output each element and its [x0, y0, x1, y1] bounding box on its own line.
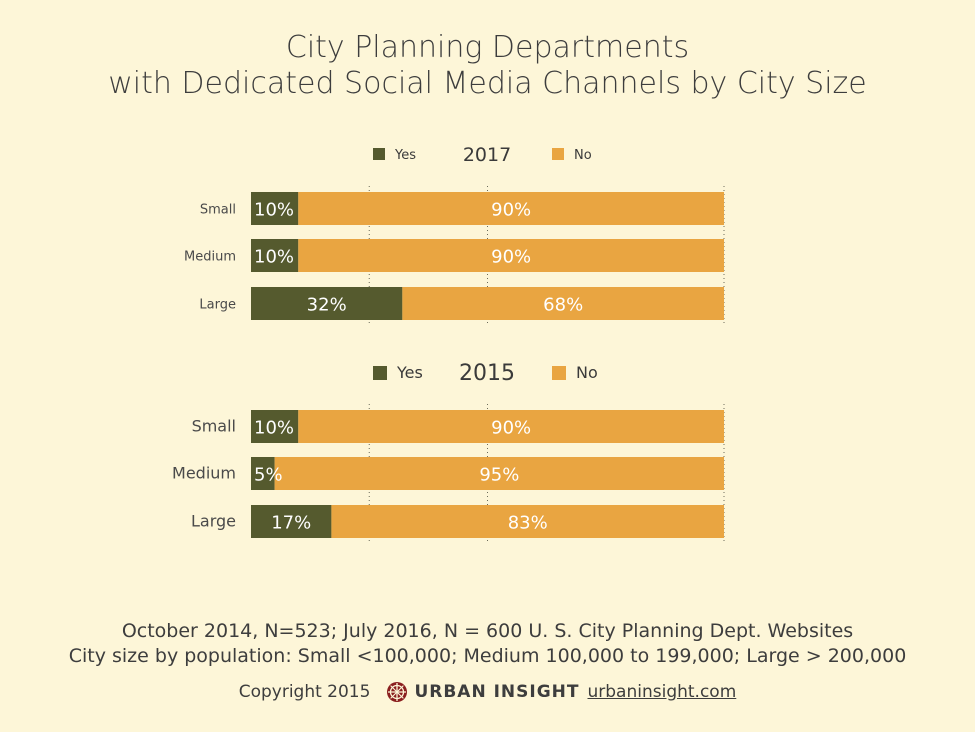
data-label-yes: 5%: [254, 465, 283, 486]
chart-title-line-1: City Planning Departments: [285, 30, 690, 65]
data-label-yes: 17%: [271, 513, 311, 534]
data-label-yes: 10%: [254, 200, 294, 221]
data-label-yes: 32%: [307, 295, 347, 316]
legend-label-yes: Yes: [394, 148, 416, 163]
data-label-no: 90%: [491, 418, 531, 439]
bar-yes: [251, 287, 403, 320]
legend-label-no: No: [576, 363, 598, 382]
legend-label-yes: Yes: [396, 363, 423, 382]
category-label: Medium: [184, 250, 236, 265]
brand-name: URBAN INSIGHT: [414, 682, 580, 702]
bar-no: [298, 239, 724, 272]
data-label-no: 83%: [508, 513, 548, 534]
copyright-row: Copyright 2015 URBAN INSIGHT urbaninsigh…: [0, 679, 975, 705]
brand-link[interactable]: urbaninsight.com: [587, 682, 737, 702]
legend-swatch-no: [552, 148, 564, 160]
data-label-no: 90%: [491, 200, 531, 221]
legend-swatch-yes: [373, 148, 385, 160]
legend-label-no: No: [574, 148, 592, 163]
bar-no: [402, 287, 724, 320]
footer-city-size-note: City size by population: Small <100,000;…: [68, 645, 907, 667]
compass-rose-icon: [387, 682, 408, 702]
bar-no: [331, 505, 724, 538]
category-label: Small: [200, 203, 236, 218]
data-label-yes: 10%: [254, 247, 294, 268]
chart-year-title: 2015: [459, 361, 515, 386]
chart-title-line-2: with Dedicated Social Media Channels by …: [108, 66, 867, 101]
bar-no: [298, 410, 724, 443]
charts-svg: Yes 2017 No Small 10% 90% Medium 10% 90% Large 32%…: [172, 144, 725, 544]
data-label-no: 95%: [479, 465, 519, 486]
bar-no: [274, 457, 724, 490]
bar-no: [298, 192, 724, 225]
bar-yes: [251, 410, 299, 443]
data-label-no: 90%: [491, 247, 531, 268]
footer-source-note: October 2014, N=523; July 2016, N = 600 …: [121, 620, 854, 642]
bar-yes: [251, 192, 299, 225]
category-label: Large: [199, 298, 236, 313]
bar-yes: [251, 505, 332, 538]
chart-year-title: 2017: [463, 144, 511, 166]
category-label: Small: [192, 417, 236, 436]
category-label: Medium: [172, 464, 236, 483]
data-label-no: 68%: [543, 295, 583, 316]
legend-swatch-no: [552, 366, 566, 380]
data-label-yes: 10%: [254, 418, 294, 439]
bar-yes: [251, 457, 275, 490]
legend-swatch-yes: [373, 366, 387, 380]
category-label: Large: [191, 512, 236, 531]
bar-yes: [251, 239, 299, 272]
copyright-text: Copyright 2015: [238, 682, 371, 702]
